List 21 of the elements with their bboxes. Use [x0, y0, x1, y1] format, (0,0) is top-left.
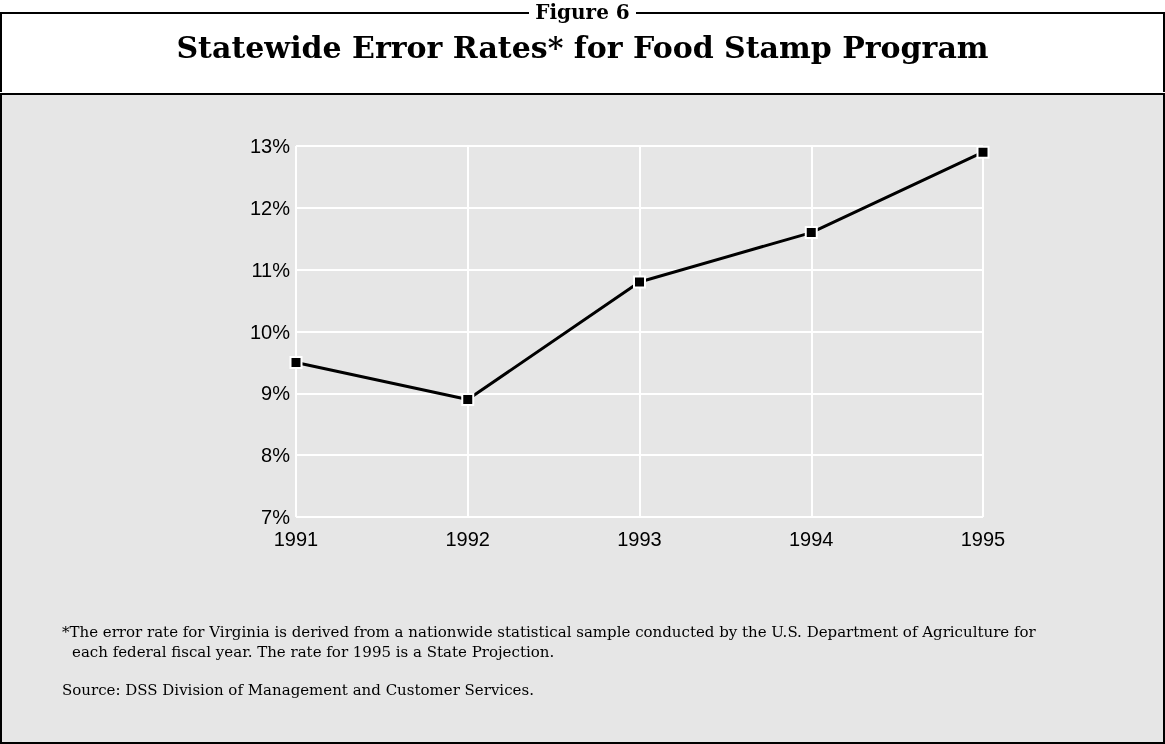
x-tick-label: 1992: [445, 528, 490, 550]
text: *The error rate for Virginia is derived from a nationwide statistical sample conducted by the U.S. Department of Agriculture for each federal fiscal year. The rate for 1995 is a State Projection.: [62, 622, 1037, 662]
x-tick-label: 1994: [789, 528, 834, 550]
y-tick-label: 13%: [249, 135, 291, 157]
point: [461, 393, 475, 407]
point: [289, 355, 303, 369]
source-note: Source: DSS Division of Management and Customer Services.: [62, 680, 535, 700]
x-tick-label: 1991: [273, 528, 319, 550]
y-tick-label: 12%: [249, 196, 291, 219]
y-tick-label: 8%: [261, 444, 291, 467]
x-tick-label: 1993: [617, 528, 662, 550]
y-tick-label: 11%: [251, 258, 291, 281]
y-tick-label: 10%: [249, 320, 291, 343]
y-tick-label: 9%: [261, 382, 291, 405]
point: [633, 275, 646, 289]
point: [804, 226, 818, 240]
chart-subtitle: Figure 6: [529, 0, 636, 24]
y-tick-label: 7%: [261, 506, 291, 528]
x-tick-label: 1995: [960, 528, 1006, 550]
point: [976, 145, 990, 159]
chart-title: Statewide Error Rates* for Food Stamp Program: [175, 30, 990, 65]
